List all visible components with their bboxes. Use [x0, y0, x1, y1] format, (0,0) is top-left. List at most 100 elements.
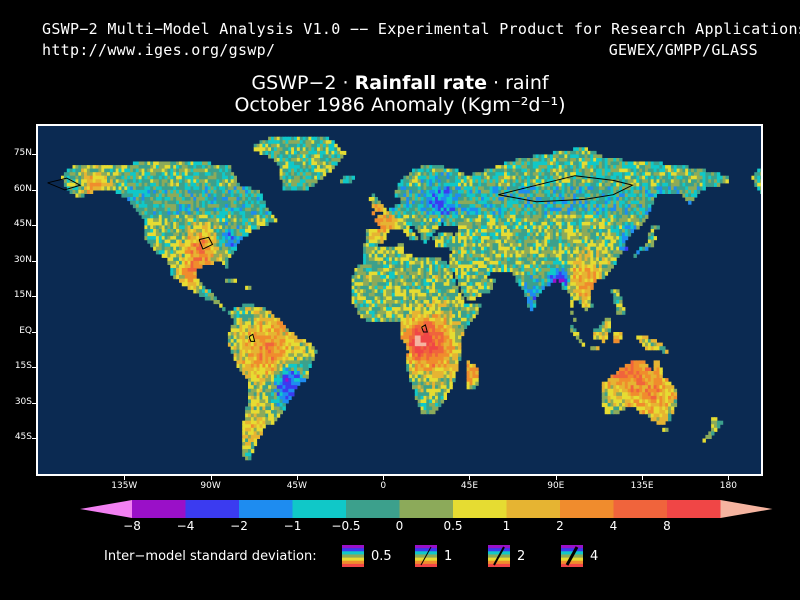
- grid-cell: [84, 189, 88, 194]
- grid-cell: [518, 253, 522, 258]
- grid-cell: [564, 264, 568, 269]
- grid-cell: [624, 225, 629, 230]
- grid-cell: [222, 243, 226, 248]
- grid-cell: [466, 175, 470, 180]
- grid-cell: [414, 168, 419, 173]
- grid-cell: [435, 292, 439, 297]
- grid-cell: [512, 236, 516, 241]
- grid-cell: [544, 161, 548, 166]
- grid-cell: [417, 229, 422, 234]
- grid-cell: [305, 175, 309, 180]
- grid-cell: [236, 218, 240, 223]
- grid-cell: [659, 175, 663, 180]
- grid-cell: [650, 225, 655, 230]
- grid-cell: [213, 204, 217, 209]
- grid-cell: [187, 179, 191, 184]
- grid-cell: [714, 179, 718, 184]
- grid-cell: [204, 221, 209, 226]
- grid-cell: [181, 264, 186, 269]
- grid-cell: [619, 186, 623, 191]
- grid-cell: [429, 179, 433, 184]
- grid-cell: [417, 278, 422, 283]
- grid-cell: [216, 179, 220, 184]
- grid-cell: [365, 289, 370, 294]
- grid-cell: [173, 175, 177, 180]
- grid-cell: [190, 232, 194, 237]
- grid-cell: [389, 292, 393, 297]
- grid-cell: [202, 204, 206, 209]
- grid-cell: [570, 232, 574, 237]
- grid-cell: [498, 193, 502, 198]
- grid-cell: [483, 193, 488, 198]
- grid-cell: [578, 168, 583, 173]
- grid-cell: [581, 268, 586, 273]
- grid-cell: [406, 292, 410, 297]
- grid-cell: [371, 211, 376, 216]
- grid-cell: [265, 147, 269, 152]
- grid-cell: [69, 186, 73, 191]
- grid-cell: [486, 260, 491, 265]
- grid-cell: [633, 165, 637, 170]
- grid-cell: [296, 186, 301, 191]
- grid-cell: [587, 158, 591, 163]
- grid-cell: [481, 189, 485, 194]
- grid-cell: [179, 271, 183, 276]
- grid-cell: [458, 225, 462, 230]
- grid-cell: [403, 218, 407, 223]
- grid-cell: [437, 268, 442, 273]
- grid-cell: [472, 197, 476, 202]
- grid-cell: [414, 271, 419, 276]
- grid-cell: [596, 161, 600, 166]
- grid-cell: [210, 218, 214, 223]
- grid-cell: [222, 253, 226, 258]
- grid-cell: [449, 232, 453, 237]
- grid-cell: [486, 214, 491, 219]
- grid-cell: [590, 243, 594, 248]
- grid-cell: [653, 179, 657, 184]
- grid-cell: [173, 193, 177, 198]
- grid-cell: [521, 229, 525, 234]
- grid-cell: [190, 179, 194, 184]
- grid-cell: [573, 147, 577, 152]
- grid-cell: [230, 211, 235, 216]
- grid-cell: [550, 275, 554, 280]
- grid-cell: [642, 193, 646, 198]
- grid-cell: [429, 289, 433, 294]
- grid-cell: [512, 260, 516, 265]
- grid-cell: [529, 268, 534, 273]
- grid-cell: [532, 232, 537, 237]
- grid-cell: [466, 193, 470, 198]
- product-url[interactable]: http://www.iges.org/gswp/: [42, 41, 276, 59]
- grid-cell: [455, 246, 459, 251]
- grid-cell: [386, 278, 390, 283]
- grid-cell: [449, 253, 453, 258]
- grid-cell: [127, 182, 131, 187]
- grid-cell: [374, 289, 378, 294]
- grid-cell: [170, 260, 174, 265]
- grid-cell: [509, 257, 514, 262]
- grid-cell: [544, 197, 548, 202]
- grid-cell: [414, 268, 419, 273]
- grid-cell: [613, 186, 617, 191]
- grid-cell: [406, 211, 410, 216]
- grid-cell: [573, 239, 577, 244]
- grid-cell: [202, 182, 206, 187]
- grid-cell: [222, 200, 226, 205]
- grid-cell: [469, 253, 473, 258]
- grid-cell: [176, 271, 180, 276]
- grid-cell: [757, 179, 761, 184]
- grid-cell: [555, 204, 560, 209]
- grid-cell: [593, 197, 597, 202]
- grid-cell: [279, 158, 283, 163]
- grid-cell: [607, 175, 611, 180]
- grid-cell: [368, 246, 373, 251]
- grid-cell: [532, 221, 537, 226]
- grid-cell: [515, 243, 519, 248]
- grid-cell: [624, 200, 629, 205]
- grid-cell: [204, 165, 209, 170]
- grid-cell: [501, 214, 505, 219]
- grid-cell: [391, 271, 396, 276]
- grid-cell: [613, 250, 617, 255]
- grid-cell: [227, 200, 232, 205]
- grid-cell: [199, 200, 203, 205]
